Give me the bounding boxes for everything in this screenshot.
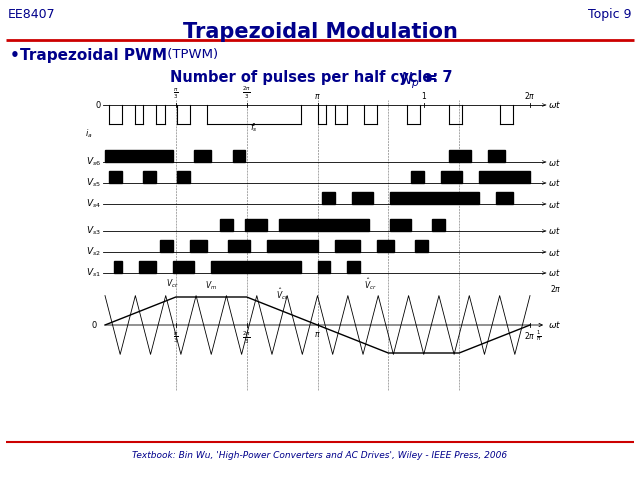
Text: $V_{s4}$: $V_{s4}$ <box>86 198 101 210</box>
Bar <box>232 150 245 162</box>
Text: $2\pi$: $2\pi$ <box>524 90 536 101</box>
Text: $\omega t$: $\omega t$ <box>548 199 561 209</box>
Text: Number of pulses per half cycle:: Number of pulses per half cycle: <box>170 70 444 85</box>
Bar <box>488 150 504 162</box>
Text: $\frac{\pi}{3}$: $\frac{\pi}{3}$ <box>173 86 179 101</box>
Bar <box>351 192 372 204</box>
Bar <box>390 219 411 231</box>
Bar <box>322 192 335 204</box>
Bar <box>190 240 207 252</box>
Bar <box>139 261 156 273</box>
Bar <box>317 261 330 273</box>
Text: (TPWM): (TPWM) <box>163 48 218 61</box>
Bar <box>266 240 317 252</box>
Text: $V_{s2}$: $V_{s2}$ <box>86 246 101 258</box>
Text: Topic 9: Topic 9 <box>589 8 632 21</box>
Text: Textbook: Bin Wu, 'High-Power Converters and AC Drives', Wiley - IEEE Press, 200: Textbook: Bin Wu, 'High-Power Converters… <box>132 451 508 460</box>
Text: 0: 0 <box>96 100 101 109</box>
Text: $V_{s1}$: $V_{s1}$ <box>86 267 101 279</box>
Bar <box>335 240 360 252</box>
Text: $V_{s5}$: $V_{s5}$ <box>86 177 101 189</box>
Text: $2\pi$: $2\pi$ <box>550 283 561 294</box>
Bar <box>479 171 530 183</box>
Bar <box>105 150 173 162</box>
Text: $\hat{V}_{cr}$: $\hat{V}_{cr}$ <box>276 287 289 302</box>
Text: EE8407: EE8407 <box>8 8 56 21</box>
Bar <box>441 171 462 183</box>
Text: $N_p$: $N_p$ <box>400 70 420 91</box>
Text: = 7: = 7 <box>420 70 452 85</box>
Text: $\omega t$: $\omega t$ <box>548 320 561 331</box>
Bar <box>449 150 470 162</box>
Text: $\frac{\pi}{3}$: $\frac{\pi}{3}$ <box>173 330 179 345</box>
Bar <box>211 261 301 273</box>
Bar <box>228 240 250 252</box>
Text: $\omega t$: $\omega t$ <box>548 99 561 110</box>
Text: $i_a$: $i_a$ <box>86 128 93 141</box>
Bar <box>496 192 513 204</box>
Text: $\omega t$: $\omega t$ <box>548 247 561 257</box>
Text: $V_{s6}$: $V_{s6}$ <box>86 156 101 168</box>
Text: $\omega t$: $\omega t$ <box>548 226 561 237</box>
Text: $V_{s3}$: $V_{s3}$ <box>86 225 101 237</box>
Text: $V_m$: $V_m$ <box>205 280 218 292</box>
Bar <box>411 171 424 183</box>
Text: $\omega t$: $\omega t$ <box>548 156 561 168</box>
Bar <box>109 171 122 183</box>
Bar <box>177 171 190 183</box>
Text: $2\pi$: $2\pi$ <box>524 330 536 341</box>
Text: $\omega t$: $\omega t$ <box>548 178 561 189</box>
Bar <box>390 192 479 204</box>
Text: $1$: $1$ <box>420 90 427 101</box>
Bar <box>220 219 232 231</box>
Bar <box>113 261 122 273</box>
Text: Trapezoidal PWM: Trapezoidal PWM <box>20 48 167 63</box>
Bar <box>279 219 369 231</box>
Text: $\frac{2\pi}{3}$: $\frac{2\pi}{3}$ <box>243 330 251 346</box>
Text: $\frac{1}{\pi}$: $\frac{1}{\pi}$ <box>536 329 541 343</box>
Bar <box>195 150 211 162</box>
Text: •: • <box>10 48 20 63</box>
Bar <box>377 240 394 252</box>
Bar <box>173 261 195 273</box>
Bar <box>160 240 173 252</box>
Bar <box>432 219 445 231</box>
Bar <box>415 240 428 252</box>
Bar <box>245 219 266 231</box>
Text: $\pi$: $\pi$ <box>314 92 321 101</box>
Text: $\pi$: $\pi$ <box>314 330 321 339</box>
Bar <box>143 171 156 183</box>
Text: Trapezoidal Modulation: Trapezoidal Modulation <box>182 22 458 42</box>
Text: $\frac{2\pi}{3}$: $\frac{2\pi}{3}$ <box>243 85 251 101</box>
Text: 0: 0 <box>92 321 97 329</box>
Text: $V_{cr}$: $V_{cr}$ <box>166 278 178 290</box>
Text: $\omega t$: $\omega t$ <box>548 267 561 278</box>
Text: $f_s$: $f_s$ <box>250 121 258 133</box>
Text: $\hat{V}_{cr}$: $\hat{V}_{cr}$ <box>364 276 377 292</box>
Bar <box>348 261 360 273</box>
